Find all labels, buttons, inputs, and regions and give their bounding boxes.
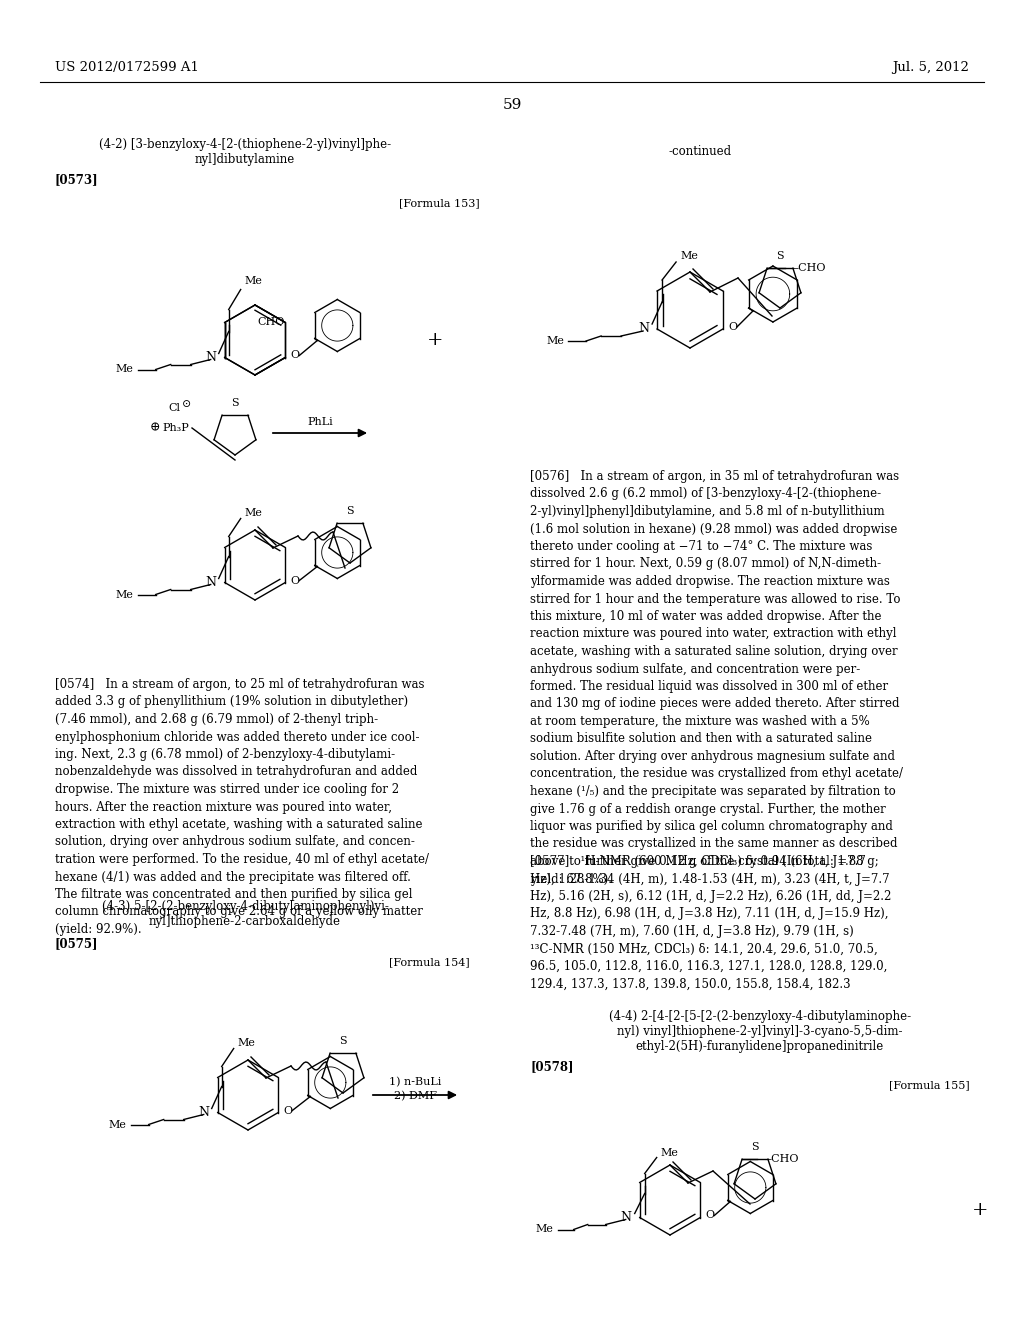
Text: —CHO: —CHO [787, 263, 825, 273]
Text: N: N [638, 322, 649, 335]
Text: Me: Me [660, 1147, 679, 1158]
Text: [0573]: [0573] [55, 173, 98, 186]
Text: PhLi: PhLi [307, 417, 333, 426]
Text: Me: Me [245, 507, 262, 517]
Text: Me: Me [536, 1225, 554, 1234]
Text: Cl: Cl [168, 403, 180, 413]
Text: O: O [291, 351, 299, 360]
Text: nyl]dibutylamine: nyl]dibutylamine [195, 153, 295, 166]
Text: 2) DMF: 2) DMF [393, 1090, 436, 1101]
Text: nyl]thiophene-2-carboxaldehyde: nyl]thiophene-2-carboxaldehyde [150, 915, 341, 928]
Text: (4-2) [3-benzyloxy-4-[2-(thiophene-2-yl)vinyl]phe-: (4-2) [3-benzyloxy-4-[2-(thiophene-2-yl)… [99, 139, 391, 150]
Text: [0577]   ¹H-NMR (600 MHz, CDCl₃) δ: 0.94 (6H, t, J=7.7
Hz), 1.28-1.34 (4H, m), 1: [0577] ¹H-NMR (600 MHz, CDCl₃) δ: 0.94 (… [530, 855, 891, 990]
Text: O: O [284, 1106, 293, 1115]
Text: [Formula 155]: [Formula 155] [889, 1080, 970, 1090]
Text: [Formula 154]: [Formula 154] [389, 957, 470, 968]
Text: ethyl-2(5H)-furanylidene]propanedinitrile: ethyl-2(5H)-furanylidene]propanedinitril… [636, 1040, 884, 1053]
Text: [0575]: [0575] [55, 937, 98, 950]
Text: S: S [776, 251, 783, 261]
Text: —CHO: —CHO [760, 1154, 799, 1164]
Text: US 2012/0172599 A1: US 2012/0172599 A1 [55, 62, 199, 74]
Text: 59: 59 [503, 98, 521, 112]
Text: S: S [346, 506, 354, 516]
Text: N: N [199, 1106, 210, 1119]
Text: [0576]   In a stream of argon, in 35 ml of tetrahydrofuran was
dissolved 2.6 g (: [0576] In a stream of argon, in 35 ml of… [530, 470, 903, 886]
Text: Jul. 5, 2012: Jul. 5, 2012 [892, 62, 969, 74]
Text: Me: Me [116, 364, 134, 375]
Text: +: + [972, 1201, 988, 1218]
Text: Me: Me [680, 251, 698, 261]
Text: nyl) vinyl]thiophene-2-yl]vinyl]-3-cyano-5,5-dim-: nyl) vinyl]thiophene-2-yl]vinyl]-3-cyano… [617, 1026, 903, 1038]
Text: -continued: -continued [669, 145, 731, 158]
Text: S: S [231, 399, 239, 408]
Text: Me: Me [238, 1038, 256, 1048]
Text: 1) n-BuLi: 1) n-BuLi [389, 1077, 441, 1088]
Text: N: N [206, 576, 217, 589]
Text: ⊕: ⊕ [150, 421, 160, 434]
Text: Me: Me [245, 276, 262, 286]
Text: Me: Me [546, 337, 564, 346]
Text: (4-3) 5-[2-(2-benzyloxy-4-dibutylaminophenyl)vi-: (4-3) 5-[2-(2-benzyloxy-4-dibutylaminoph… [101, 900, 388, 913]
Text: S: S [752, 1142, 759, 1152]
Text: Me: Me [116, 590, 134, 599]
Text: ⊙: ⊙ [182, 399, 191, 409]
Text: CHO: CHO [257, 317, 285, 327]
Text: N: N [621, 1210, 632, 1224]
Text: O: O [728, 322, 737, 333]
Text: N: N [206, 351, 217, 364]
Text: Me: Me [109, 1119, 127, 1130]
Text: Ph₃P: Ph₃P [162, 422, 188, 433]
Text: S: S [339, 1036, 347, 1045]
Text: (4-4) 2-[4-[2-[5-[2-(2-benzyloxy-4-dibutylaminophe-: (4-4) 2-[4-[2-[5-[2-(2-benzyloxy-4-dibut… [609, 1010, 911, 1023]
Text: [Formula 153]: [Formula 153] [399, 198, 480, 209]
Text: [0578]: [0578] [530, 1060, 573, 1073]
Text: [0574]   In a stream of argon, to 25 ml of tetrahydrofuran was
added 3.3 g of ph: [0574] In a stream of argon, to 25 ml of… [55, 678, 429, 936]
Text: O: O [706, 1210, 715, 1221]
Text: O: O [291, 576, 299, 586]
Text: +: + [427, 331, 443, 348]
